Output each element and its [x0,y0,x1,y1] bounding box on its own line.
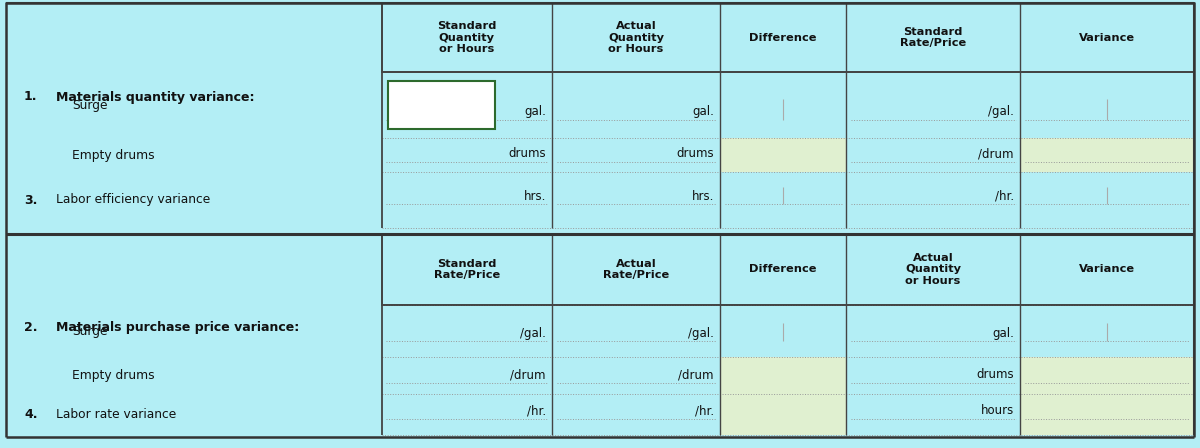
Text: gal.: gal. [524,105,546,118]
Text: 1.: 1. [24,90,37,103]
Text: Labor efficiency variance: Labor efficiency variance [56,194,211,207]
Bar [382,3,1194,72]
Text: /drum: /drum [510,368,546,381]
Text: 3.: 3. [24,194,37,207]
Bar [720,357,846,394]
Text: /gal.: /gal. [688,327,714,340]
Bar [720,394,846,435]
Text: Variance: Variance [1079,264,1135,275]
Text: /hr.: /hr. [527,404,546,417]
Text: Variance: Variance [1079,33,1135,43]
Text: hours: hours [980,404,1014,417]
Text: 2.: 2. [24,321,37,334]
Text: Surge: Surge [72,324,108,337]
Bar [388,81,494,129]
Text: Standard
Quantity
or Hours: Standard Quantity or Hours [437,21,497,54]
Text: /gal.: /gal. [988,105,1014,118]
Text: hrs.: hrs. [523,190,546,203]
Text: Standard
Rate/Price: Standard Rate/Price [433,258,500,280]
Text: drums: drums [977,368,1014,381]
Text: Materials quantity variance:: Materials quantity variance: [56,90,254,103]
Bar [1020,394,1194,435]
Text: Actual
Quantity
or Hours: Actual Quantity or Hours [905,253,961,286]
Text: Surge: Surge [72,99,108,112]
Text: Empty drums: Empty drums [72,148,155,161]
Text: 4.: 4. [24,408,37,421]
Bar [1020,357,1194,394]
Text: drums: drums [677,147,714,160]
Text: /drum: /drum [678,368,714,381]
Bar [720,138,846,172]
Text: Actual
Quantity
or Hours: Actual Quantity or Hours [608,21,664,54]
Text: Difference: Difference [749,264,817,275]
Bar [382,234,1194,305]
Bar [1020,138,1194,172]
Text: Materials purchase price variance:: Materials purchase price variance: [56,321,300,334]
Text: Empty drums: Empty drums [72,369,155,382]
Text: hrs.: hrs. [691,190,714,203]
Text: Labor rate variance: Labor rate variance [56,408,176,421]
Text: gal.: gal. [692,105,714,118]
Text: /drum: /drum [978,147,1014,160]
Text: /hr.: /hr. [995,190,1014,203]
Text: /hr.: /hr. [695,404,714,417]
Text: /gal.: /gal. [520,327,546,340]
Text: Standard
Rate/Price: Standard Rate/Price [900,27,966,48]
Text: Difference: Difference [749,33,817,43]
Text: gal.: gal. [992,327,1014,340]
Text: Actual
Rate/Price: Actual Rate/Price [602,258,670,280]
Text: drums: drums [509,147,546,160]
